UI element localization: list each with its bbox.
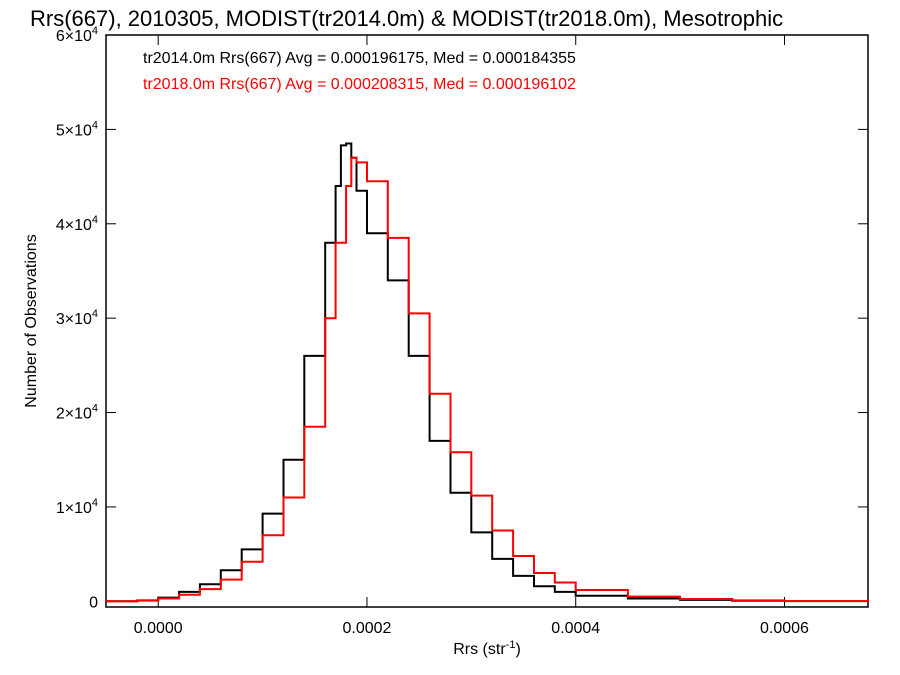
annotations: tr2014.0m Rrs(667) Avg = 0.000196175, Me… [143, 50, 576, 93]
x-tick-label: 0.0004 [551, 620, 600, 637]
y-tick-label: 1×104 [56, 497, 98, 517]
plot-frame [105, 34, 869, 608]
y-tick-label: 4×104 [56, 214, 98, 234]
y-tick-label: 5×104 [56, 119, 98, 139]
series-line-1 [106, 156, 869, 603]
y-tick-label: 6×104 [56, 25, 98, 45]
axis-ticks: 0.0000 0.0002 0.0004 0.0006 0 1×104 2×104 3×104… [56, 25, 868, 637]
series-annotation-1: tr2018.0m Rrs(667) Avg = 0.000208315, Me… [143, 76, 576, 93]
y-tick-label: 2×104 [56, 403, 98, 423]
series-annotation-0: tr2014.0m Rrs(667) Avg = 0.000196175, Me… [143, 50, 576, 67]
y-tick-label: 0 [89, 594, 98, 611]
x-tick-label: 0.0002 [342, 620, 391, 637]
y-axis-label: Number of Observations [23, 234, 40, 407]
series-lines [106, 142, 869, 603]
x-axis-label: Rrs (str-1) [453, 639, 521, 658]
series-line-0 [106, 142, 869, 603]
x-tick-label: 0.0006 [760, 620, 809, 637]
x-tick-label: 0.0000 [134, 620, 183, 637]
chart-title: Rrs(667), 2010305, MODIST(tr2014.0m) & M… [30, 6, 783, 31]
y-tick-label: 3×104 [56, 308, 98, 328]
